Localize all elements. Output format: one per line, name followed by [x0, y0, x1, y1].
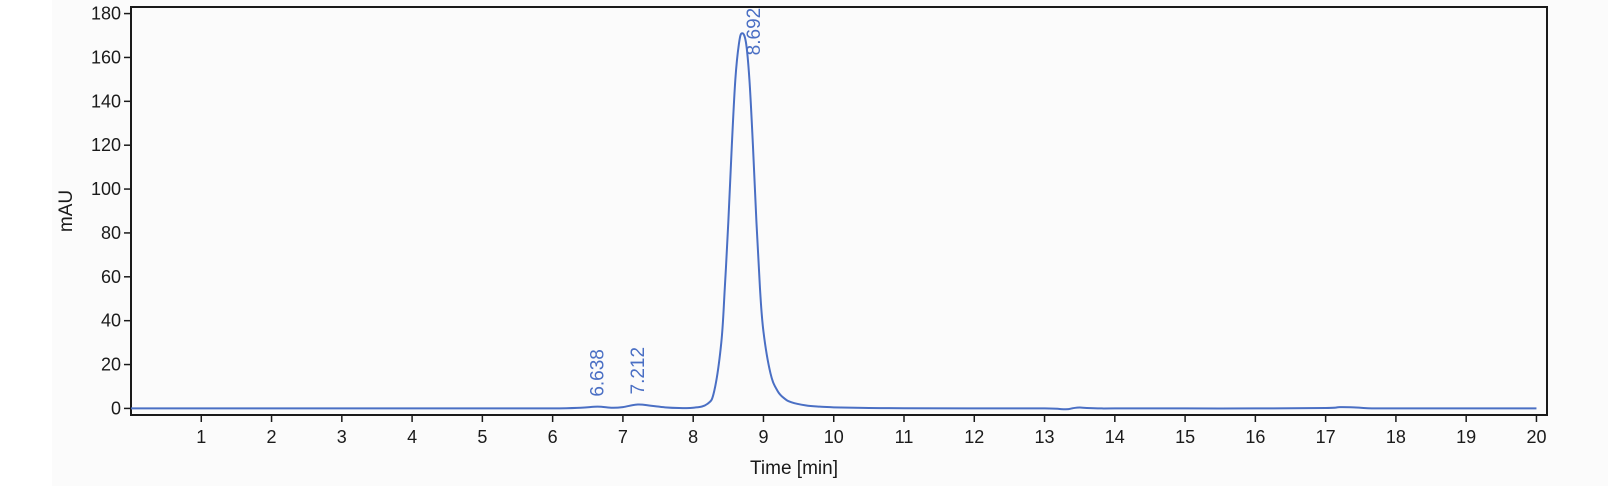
figure-background: [52, 0, 1608, 486]
x-tick-label: 18: [1386, 427, 1406, 447]
x-tick-label: 1: [196, 427, 206, 447]
y-tick-label: 20: [101, 355, 121, 375]
plot-area-frame: [130, 6, 1548, 416]
y-tick-label: 180: [91, 4, 121, 24]
x-tick-label: 14: [1105, 427, 1125, 447]
x-tick-label: 19: [1456, 427, 1476, 447]
x-tick-label: 4: [407, 427, 417, 447]
y-tick-label: 140: [91, 91, 121, 111]
y-tick-label: 0: [111, 398, 121, 418]
y-tick-label: 60: [101, 267, 121, 287]
x-axis-title: Time [min]: [750, 458, 838, 479]
x-tick-label: 13: [1035, 427, 1055, 447]
x-tick-label: 6: [548, 427, 558, 447]
peak-labels: 6.638 7.212 8.692: [587, 8, 764, 397]
y-axis: 0 20 40 60 80 100 120 140 160 180: [91, 4, 131, 418]
y-tick-label: 100: [91, 179, 121, 199]
x-tick-label: 12: [964, 427, 984, 447]
y-tick-label: 120: [91, 135, 121, 155]
x-axis: 1 2 3 4 5 6 7 8 9 10 11 12 13 14 15 16 17 18 19 20: [196, 415, 1546, 447]
peak-label: 6.638: [587, 349, 608, 397]
peak-label: 7.212: [628, 347, 649, 395]
y-tick-label: 160: [91, 47, 121, 67]
x-tick-label: 10: [824, 427, 844, 447]
x-tick-label: 15: [1175, 427, 1195, 447]
y-tick-label: 80: [101, 223, 121, 243]
y-tick-label: 40: [101, 311, 121, 331]
peak-label: 8.692: [744, 8, 765, 56]
chromatogram-trace: [131, 32, 1537, 411]
x-tick-label: 8: [688, 427, 698, 447]
x-tick-label: 2: [267, 427, 277, 447]
x-tick-label: 17: [1316, 427, 1336, 447]
x-tick-label: 16: [1245, 427, 1265, 447]
x-tick-label: 3: [337, 427, 347, 447]
x-tick-label: 7: [618, 427, 628, 447]
y-axis-title: mAU: [56, 190, 77, 232]
x-tick-label: 9: [758, 427, 768, 447]
x-tick-label: 20: [1526, 427, 1546, 447]
x-tick-label: 11: [895, 427, 914, 447]
x-tick-label: 5: [477, 427, 487, 447]
